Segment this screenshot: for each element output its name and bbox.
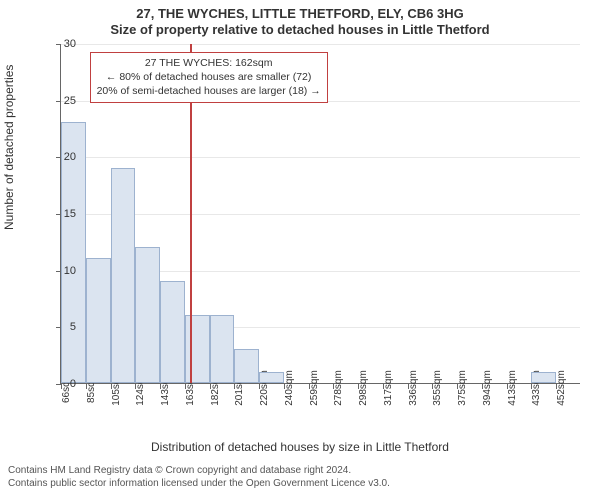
histogram-bar	[185, 315, 210, 383]
xtick-label: 355sqm	[432, 370, 443, 406]
gridline	[61, 157, 580, 158]
plot-area: 66sqm85sqm105sqm124sqm143sqm163sqm182sqm…	[60, 44, 580, 384]
chart-title-desc: Size of property relative to detached ho…	[0, 22, 600, 37]
xtick-label: 240sqm	[284, 370, 295, 406]
ytick-label: 20	[48, 151, 76, 163]
xtick-label: 259sqm	[309, 370, 320, 406]
ytick-label: 30	[48, 38, 76, 50]
xtick-label: 452sqm	[556, 370, 567, 406]
ytick-label: 25	[48, 95, 76, 107]
annotation-line: ← 80% of detached houses are smaller (72…	[97, 70, 321, 84]
y-axis-label: Number of detached properties	[2, 65, 16, 230]
gridline	[61, 44, 580, 45]
xtick-label: 317sqm	[383, 370, 394, 406]
xtick-label: 394sqm	[482, 370, 493, 406]
histogram-bar	[234, 349, 259, 383]
x-axis-label: Distribution of detached houses by size …	[0, 440, 600, 454]
ytick-label: 5	[48, 321, 76, 333]
xtick-label: 278sqm	[333, 370, 344, 406]
xtick-label: 375sqm	[457, 370, 468, 406]
ytick-label: 15	[48, 208, 76, 220]
footer-copyright-2: Contains public sector information licen…	[8, 478, 390, 489]
xtick-label: 336sqm	[408, 370, 419, 406]
xtick-label: 298sqm	[358, 370, 369, 406]
footer-copyright-1: Contains HM Land Registry data © Crown c…	[8, 465, 351, 476]
gridline	[61, 214, 580, 215]
annotation-line: 27 THE WYCHES: 162sqm	[97, 56, 321, 70]
xtick-label: 413sqm	[507, 370, 518, 406]
histogram-bar	[86, 258, 111, 383]
chart-title-address: 27, THE WYCHES, LITTLE THETFORD, ELY, CB…	[0, 6, 600, 21]
histogram-bar	[210, 315, 235, 383]
annotation-line: 20% of semi-detached houses are larger (…	[97, 84, 321, 98]
ytick-label: 10	[48, 265, 76, 277]
histogram-bar	[111, 168, 136, 383]
histogram-bar	[160, 281, 185, 383]
histogram-bar	[135, 247, 160, 383]
property-size-chart: 27, THE WYCHES, LITTLE THETFORD, ELY, CB…	[0, 0, 600, 500]
ytick-label: 0	[48, 378, 76, 390]
annotation-box: 27 THE WYCHES: 162sqm← 80% of detached h…	[90, 52, 328, 103]
histogram-bar	[531, 372, 556, 383]
histogram-bar	[259, 372, 284, 383]
